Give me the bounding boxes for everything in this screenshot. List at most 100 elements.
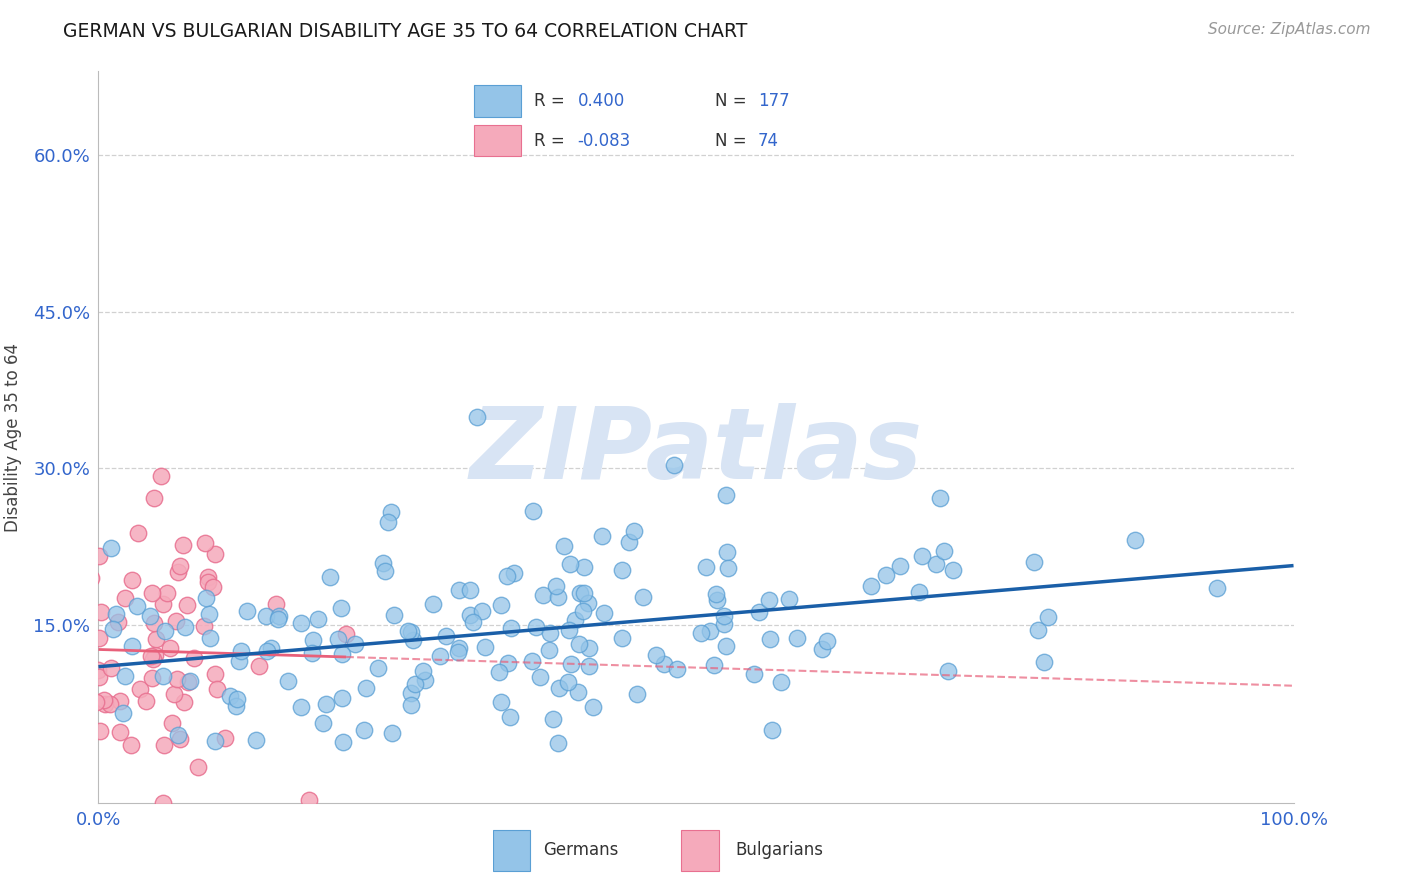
Point bbox=[619, 534, 641, 549]
Point bbox=[399, 625, 422, 640]
Point bbox=[51, 714, 73, 728]
Point bbox=[70, 435, 93, 450]
Point bbox=[447, 645, 470, 659]
Point bbox=[198, 632, 221, 646]
Point bbox=[167, 565, 190, 579]
Point bbox=[699, 624, 721, 639]
Point bbox=[89, 723, 111, 738]
Point bbox=[396, 624, 419, 638]
Point bbox=[716, 545, 738, 559]
Point bbox=[172, 538, 194, 552]
Point bbox=[204, 734, 226, 748]
Point bbox=[311, 715, 333, 730]
Point bbox=[557, 674, 579, 689]
Point bbox=[100, 541, 122, 556]
Point bbox=[578, 659, 600, 673]
Point bbox=[169, 559, 191, 574]
Point bbox=[219, 689, 242, 703]
Point bbox=[564, 613, 586, 627]
Point bbox=[382, 608, 405, 623]
Point bbox=[380, 505, 402, 519]
Point bbox=[301, 646, 323, 660]
Y-axis label: Disability Age 35 to 64: Disability Age 35 to 64 bbox=[4, 343, 22, 532]
Point bbox=[380, 725, 402, 739]
Point bbox=[152, 797, 174, 811]
Point bbox=[499, 622, 522, 636]
Point bbox=[576, 596, 599, 610]
Point bbox=[112, 706, 135, 721]
Point bbox=[187, 759, 209, 773]
Point bbox=[703, 658, 725, 673]
Point bbox=[141, 648, 163, 663]
Point bbox=[152, 597, 174, 611]
Point bbox=[319, 570, 342, 584]
Point bbox=[758, 592, 780, 607]
Point bbox=[214, 731, 236, 745]
Point bbox=[228, 654, 250, 668]
Point bbox=[260, 640, 283, 655]
Point bbox=[371, 556, 394, 570]
Point bbox=[907, 585, 929, 599]
Point bbox=[1123, 533, 1146, 547]
Point bbox=[531, 588, 554, 602]
Point bbox=[195, 591, 218, 605]
Point bbox=[290, 616, 312, 631]
Point bbox=[717, 560, 740, 574]
Point bbox=[141, 671, 163, 685]
Point bbox=[319, 830, 342, 844]
Point bbox=[197, 575, 219, 590]
Point bbox=[149, 469, 172, 483]
Point bbox=[266, 612, 288, 626]
Point bbox=[179, 673, 201, 688]
Point bbox=[716, 639, 738, 653]
Point bbox=[929, 491, 952, 505]
Point bbox=[560, 657, 582, 671]
Point bbox=[567, 684, 589, 698]
Point bbox=[193, 618, 215, 632]
Point bbox=[716, 488, 738, 502]
Point bbox=[496, 657, 519, 671]
Point bbox=[942, 563, 965, 577]
Point bbox=[1026, 623, 1049, 637]
Point bbox=[626, 687, 648, 701]
Point bbox=[631, 590, 654, 604]
Point bbox=[194, 536, 217, 550]
Point bbox=[465, 409, 488, 424]
Point bbox=[447, 641, 470, 656]
Point bbox=[704, 587, 727, 601]
Point bbox=[167, 728, 190, 742]
Point bbox=[245, 732, 267, 747]
Point bbox=[572, 559, 595, 574]
Point bbox=[121, 640, 143, 654]
Point bbox=[769, 674, 792, 689]
Point bbox=[120, 738, 142, 752]
Point bbox=[100, 661, 122, 675]
Point bbox=[298, 793, 321, 807]
Point bbox=[27, 480, 49, 494]
Point bbox=[326, 632, 349, 646]
Point bbox=[128, 681, 150, 696]
Point bbox=[76, 573, 98, 587]
Point bbox=[142, 615, 165, 630]
Point bbox=[524, 620, 547, 634]
Point bbox=[761, 723, 783, 737]
Point bbox=[76, 643, 98, 657]
Text: GERMAN VS BULGARIAN DISABILITY AGE 35 TO 64 CORRELATION CHART: GERMAN VS BULGARIAN DISABILITY AGE 35 TO… bbox=[63, 22, 748, 41]
Point bbox=[65, 729, 87, 743]
Point bbox=[538, 625, 561, 640]
Point bbox=[568, 586, 591, 600]
Point bbox=[290, 699, 312, 714]
Point bbox=[101, 623, 124, 637]
Point bbox=[558, 557, 581, 571]
Point bbox=[645, 648, 668, 663]
Point bbox=[489, 695, 512, 709]
Point bbox=[108, 724, 131, 739]
Point bbox=[925, 557, 948, 571]
Point bbox=[166, 672, 188, 686]
Point bbox=[591, 529, 613, 543]
Point bbox=[28, 775, 51, 789]
Point bbox=[13, 684, 35, 698]
Point bbox=[695, 560, 717, 574]
Point bbox=[422, 597, 444, 611]
Point bbox=[932, 544, 955, 558]
